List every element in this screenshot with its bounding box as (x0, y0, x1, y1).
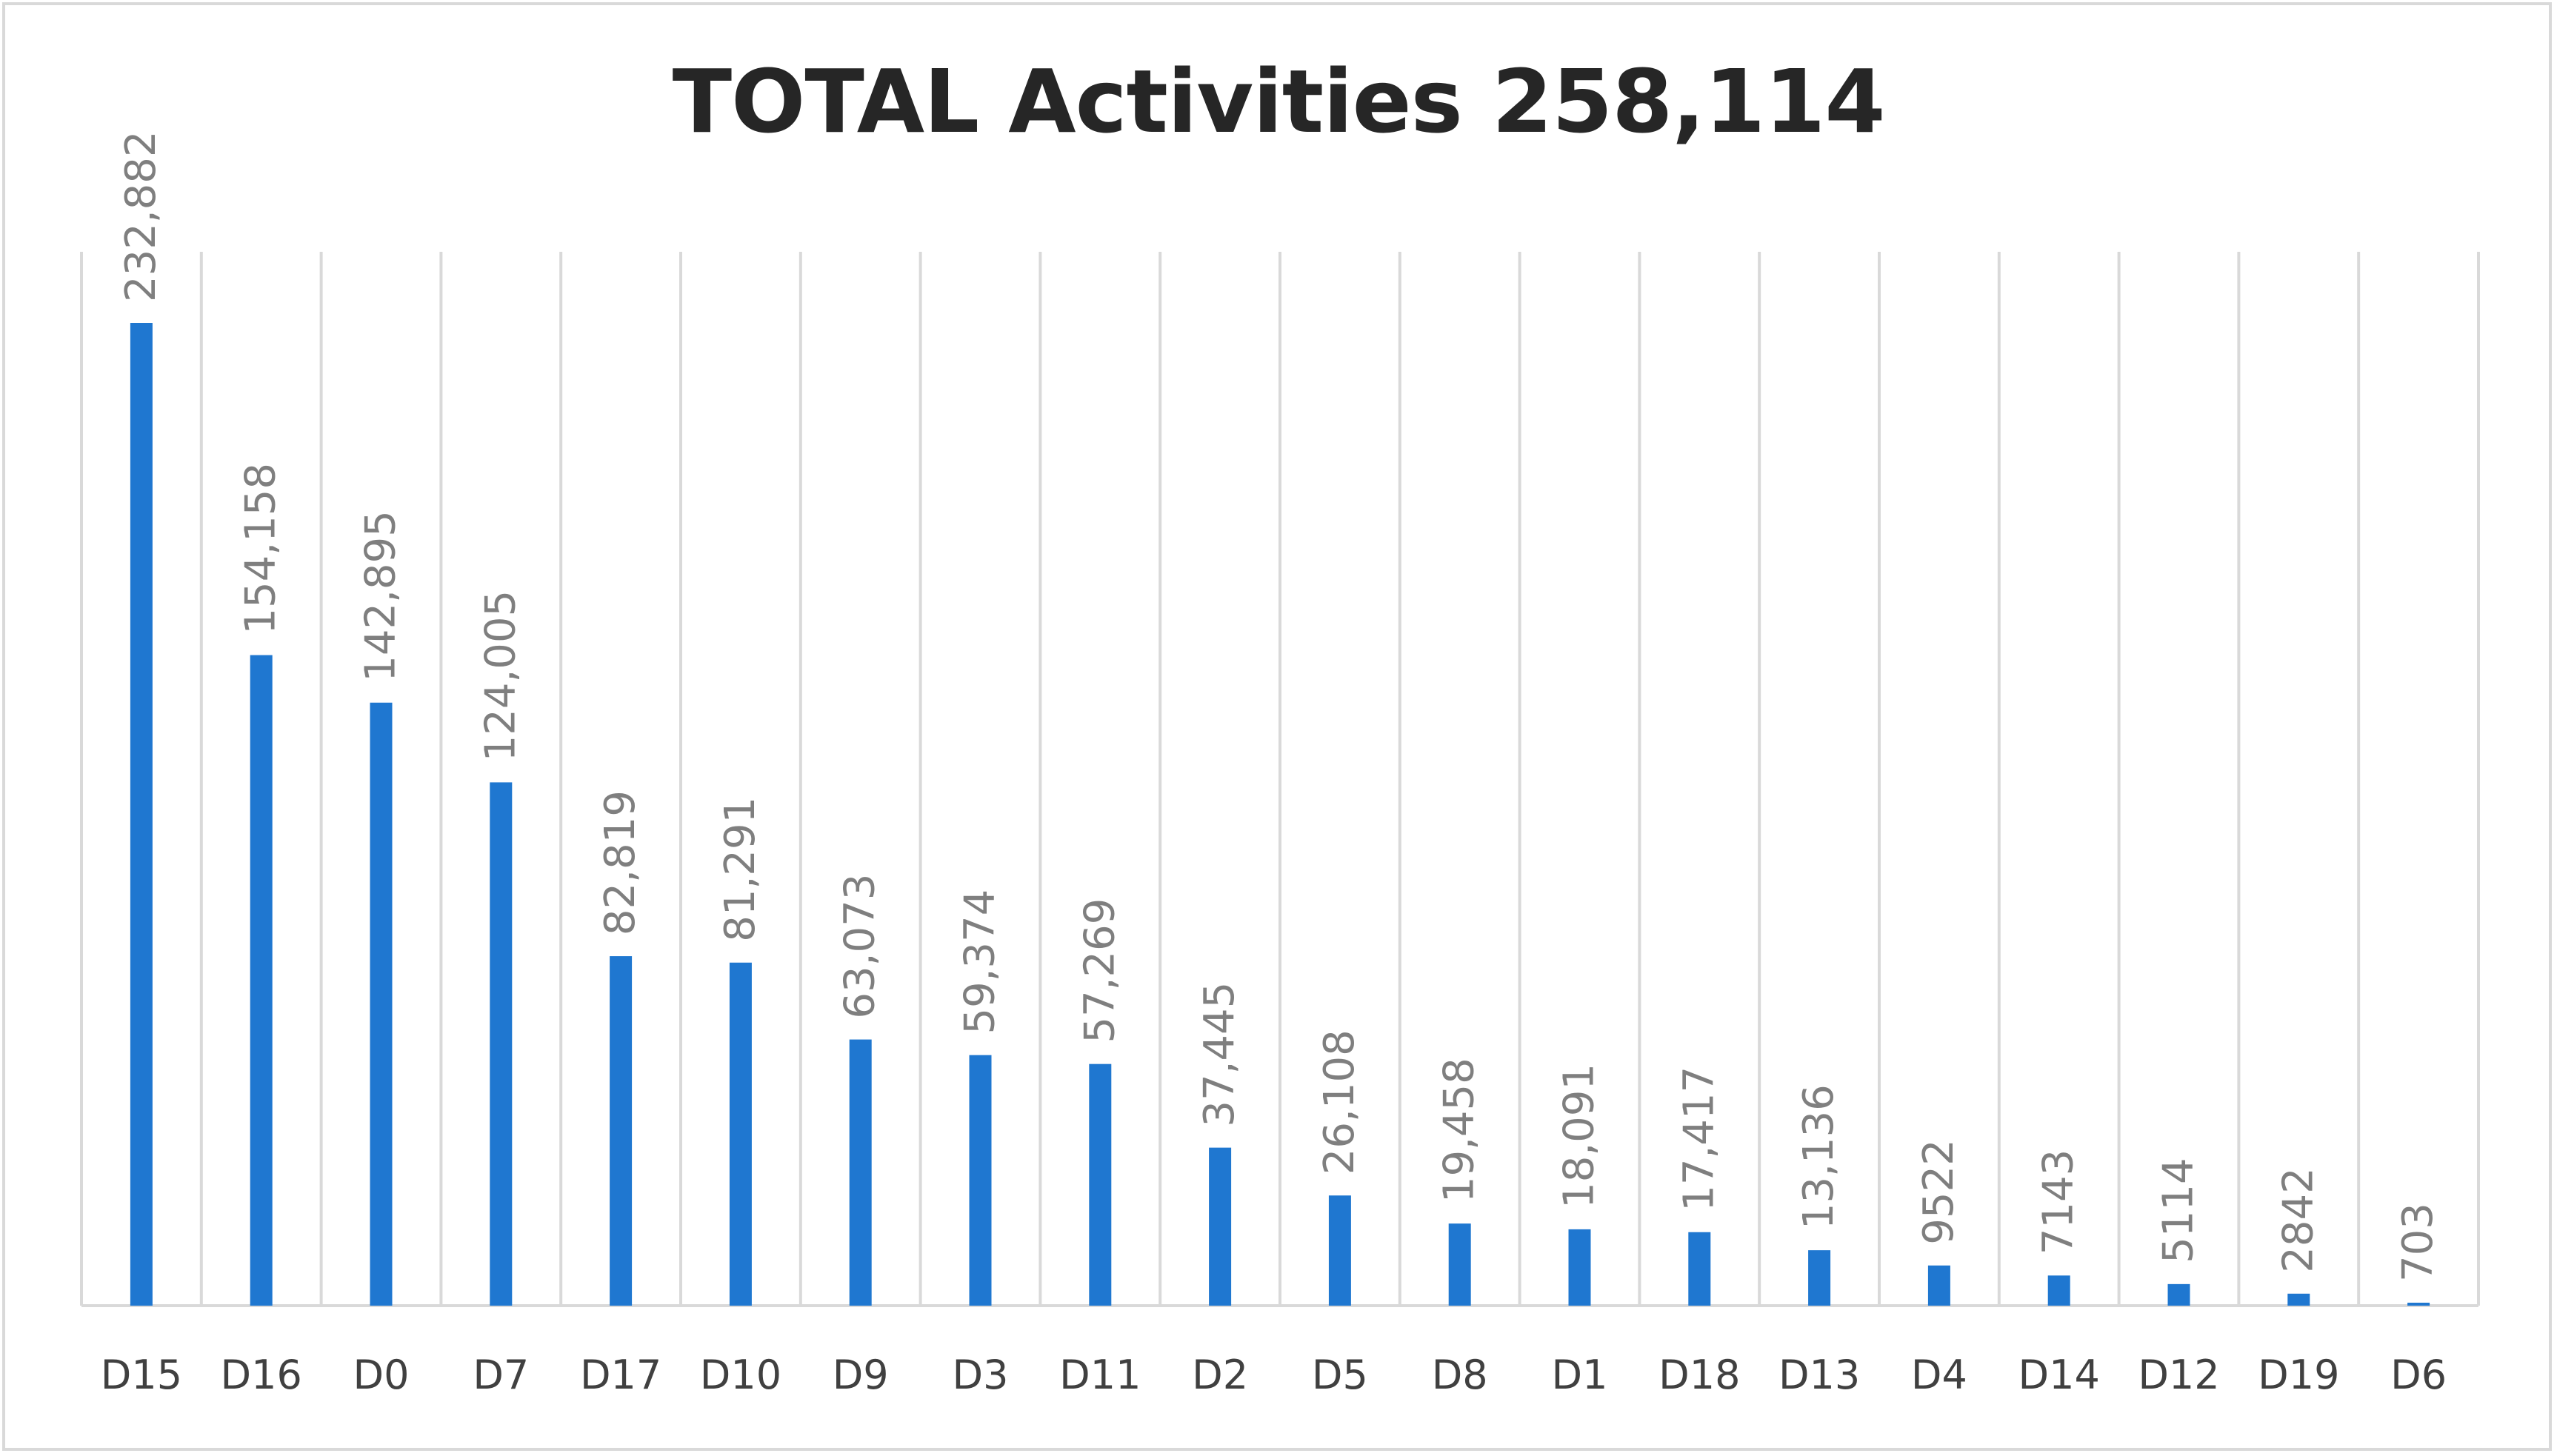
tick-label-D14: D14 (2018, 1352, 2100, 1398)
bar-D7 (490, 782, 513, 1306)
tick-label-D7: D7 (473, 1352, 529, 1398)
tick-label-D12: D12 (2138, 1352, 2219, 1398)
data-label-D7: 124,005 (476, 590, 524, 762)
data-label-D1: 18,091 (1556, 1063, 1604, 1209)
data-label-D17: 82,819 (596, 790, 644, 935)
tick-label-D1: D1 (1552, 1352, 1608, 1398)
tick-label-D19: D19 (2258, 1352, 2339, 1398)
tick-label-D16: D16 (221, 1352, 302, 1398)
data-label-D8: 19,458 (1436, 1058, 1484, 1203)
bar-D16 (250, 655, 273, 1306)
bar-D19 (2287, 1293, 2310, 1306)
tick-label-D0: D0 (353, 1352, 410, 1398)
bar-D9 (849, 1039, 872, 1306)
bar-D6 (2407, 1302, 2430, 1306)
bar-D15 (130, 323, 153, 1306)
data-label-D12: 5114 (2155, 1158, 2203, 1263)
tick-label-D3: D3 (953, 1352, 1009, 1398)
data-label-D2: 37,445 (1196, 982, 1244, 1127)
tick-label-D9: D9 (833, 1352, 889, 1398)
bar-D5 (1328, 1195, 1351, 1306)
data-label-D10: 81,291 (716, 797, 764, 942)
tick-label-D2: D2 (1192, 1352, 1248, 1398)
tick-label-D18: D18 (1658, 1352, 1740, 1398)
bar-D14 (2047, 1275, 2070, 1306)
data-label-D3: 59,374 (956, 889, 1004, 1035)
data-label-D14: 7143 (2035, 1149, 2083, 1255)
data-label-D13: 13,136 (1795, 1084, 1843, 1229)
data-label-D9: 63,073 (836, 874, 884, 1019)
bar-D1 (1568, 1229, 1591, 1306)
bar-D2 (1209, 1147, 1232, 1306)
data-label-D18: 17,417 (1675, 1066, 1723, 1212)
data-label-D0: 142,895 (357, 510, 405, 682)
tick-label-D15: D15 (101, 1352, 182, 1398)
data-label-D15: 232,882 (117, 130, 165, 302)
bar-D8 (1448, 1223, 1471, 1306)
data-label-D16: 154,158 (237, 463, 285, 635)
tick-label-D11: D11 (1059, 1352, 1141, 1398)
bar-D0 (370, 702, 393, 1306)
data-label-D6: 703 (2394, 1203, 2442, 1282)
tick-label-D13: D13 (1778, 1352, 1860, 1398)
tick-label-D6: D6 (2390, 1352, 2447, 1398)
bar-D11 (1089, 1063, 1112, 1306)
data-label-D5: 26,108 (1316, 1029, 1364, 1175)
bar-D4 (1927, 1265, 1950, 1306)
bar-D13 (1808, 1250, 1831, 1306)
data-label-D11: 57,269 (1076, 898, 1124, 1043)
tick-label-D4: D4 (1911, 1352, 1967, 1398)
tick-label-D17: D17 (580, 1352, 661, 1398)
data-label-D4: 9522 (1915, 1139, 1963, 1245)
data-label-D19: 2842 (2274, 1167, 2322, 1273)
bar-D10 (729, 962, 752, 1306)
bar-D12 (2167, 1283, 2190, 1306)
bar-D18 (1688, 1232, 1711, 1306)
bar-D3 (969, 1055, 992, 1306)
chart-title: TOTAL Activities 258,114 (672, 50, 1886, 153)
bar-D17 (610, 956, 633, 1306)
tick-label-D8: D8 (1432, 1352, 1488, 1398)
tick-label-D10: D10 (700, 1352, 781, 1398)
tick-label-D5: D5 (1312, 1352, 1368, 1398)
